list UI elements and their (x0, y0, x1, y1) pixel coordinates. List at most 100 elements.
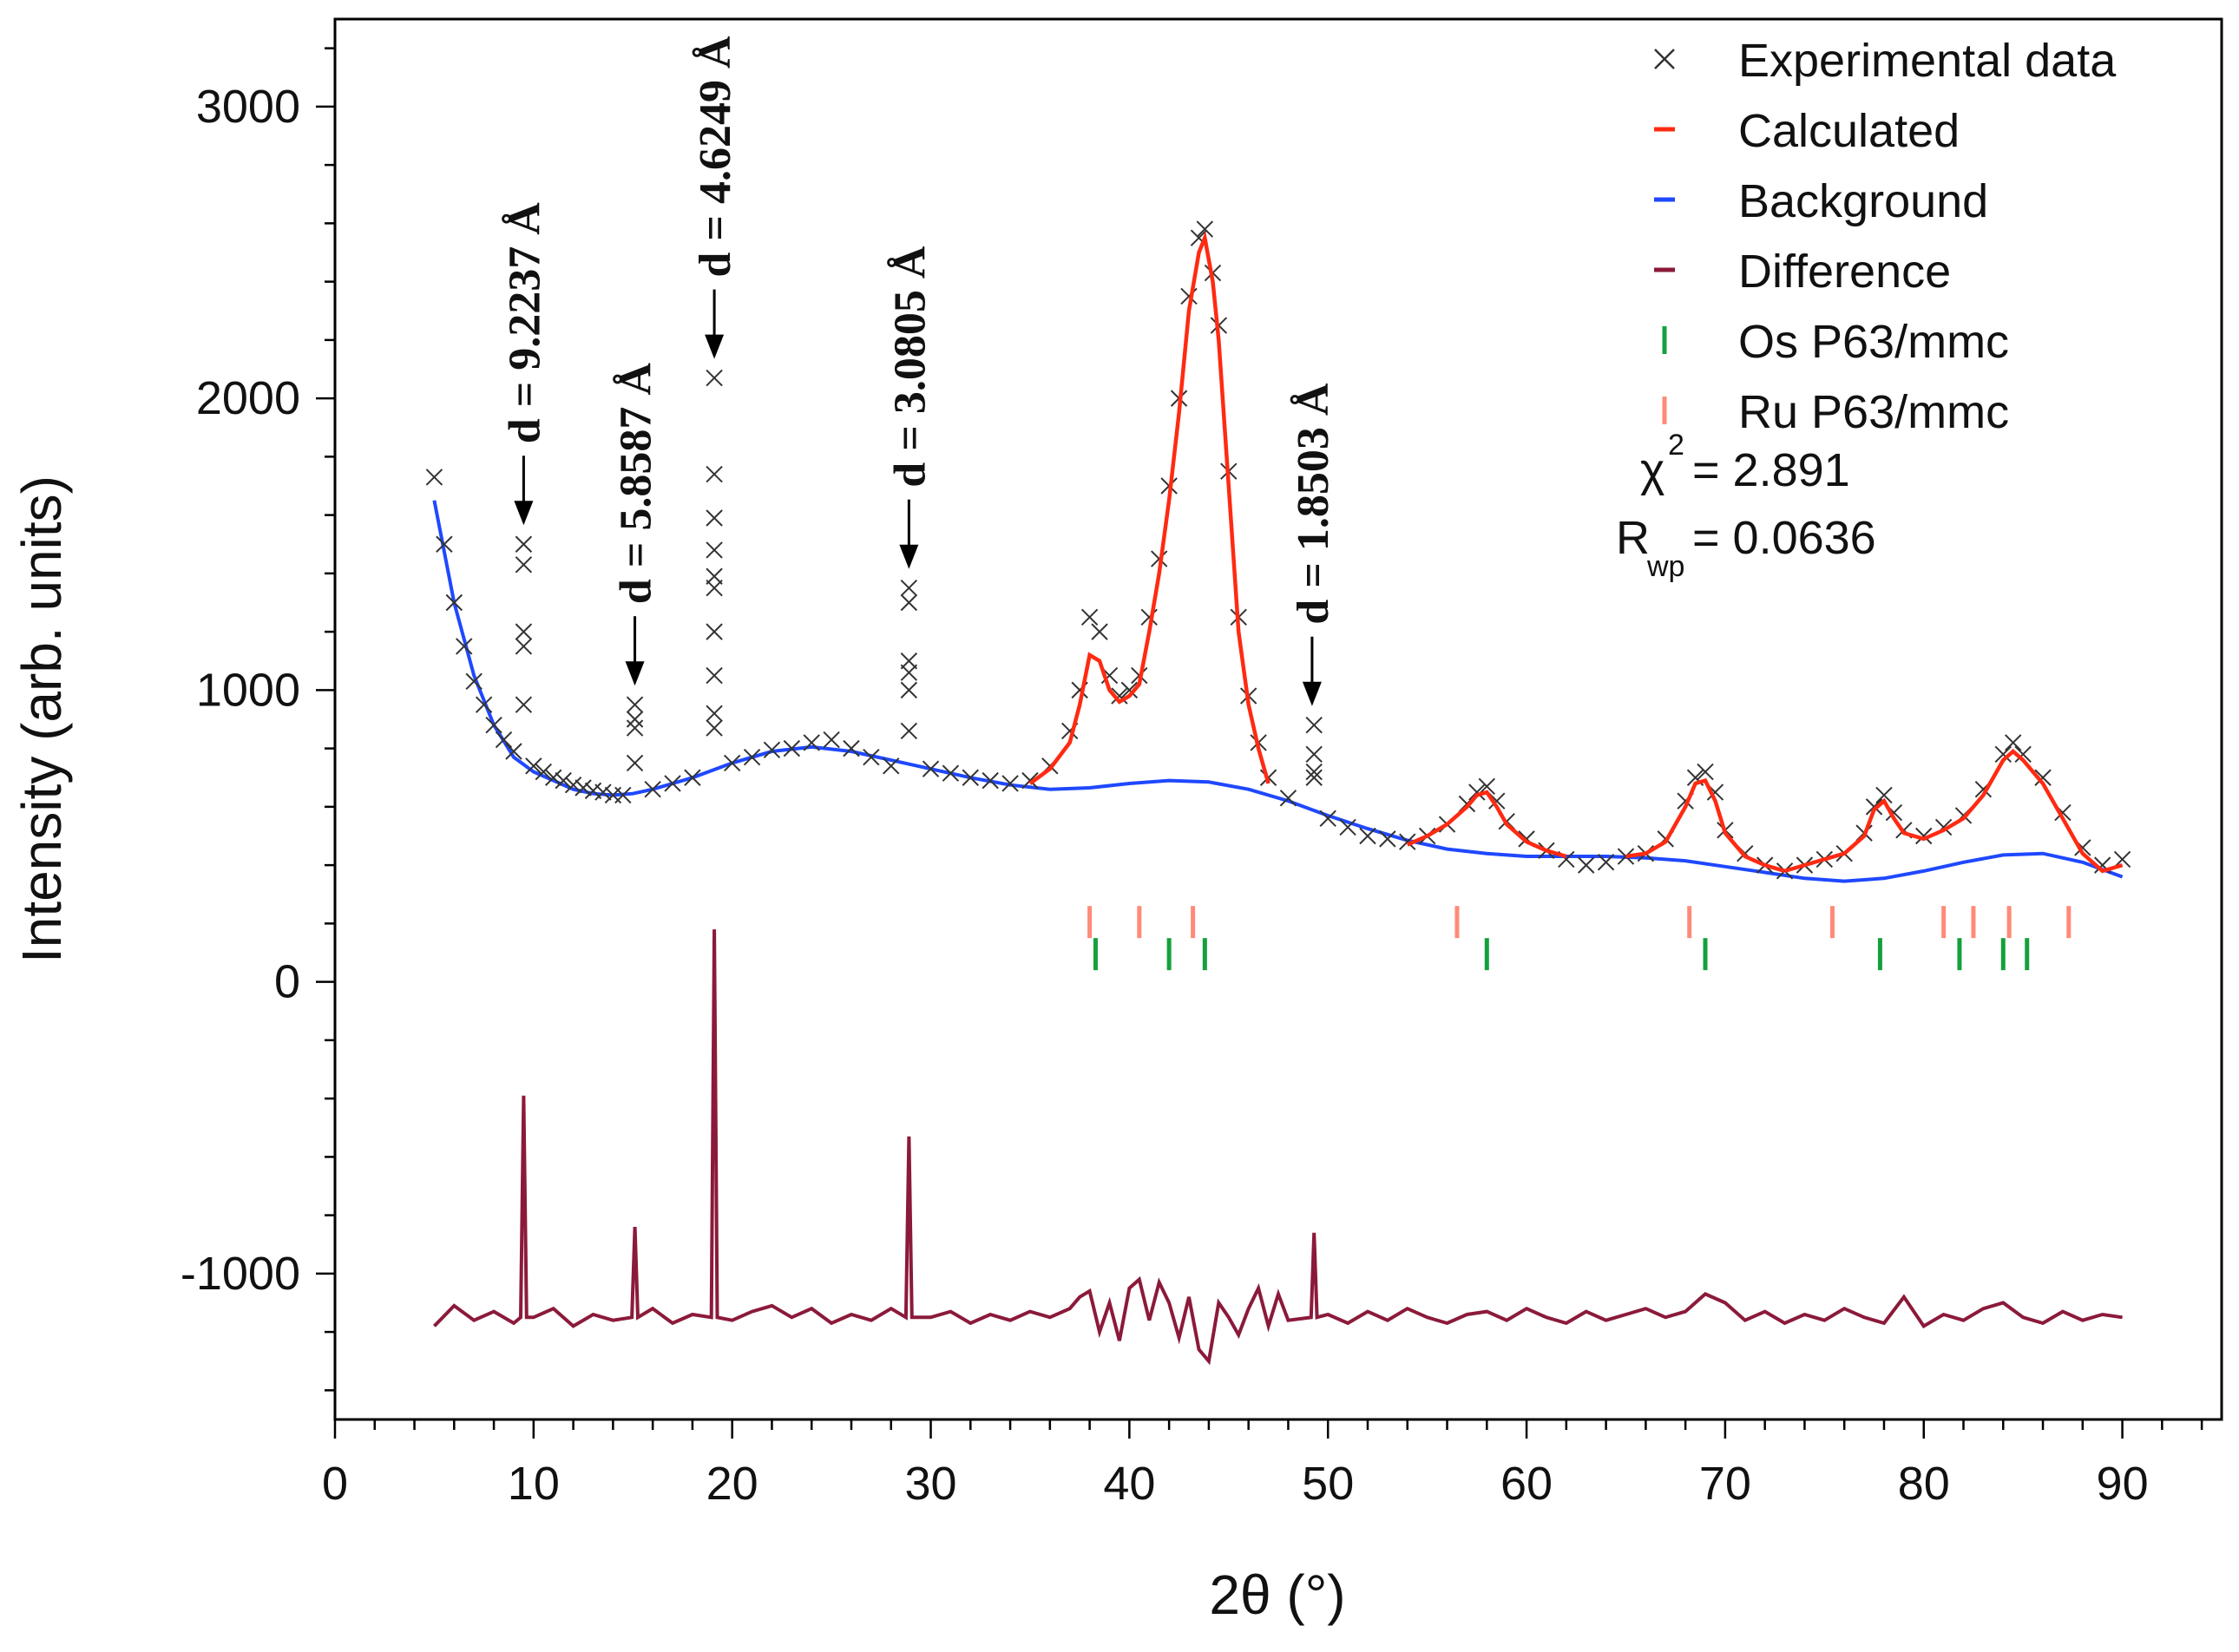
experimental-point (1120, 681, 1139, 699)
experimental-point (1915, 827, 1933, 845)
annotation-arrow-head (625, 661, 645, 686)
axis-ticks: 0 10 20 30 40 50 60 70 80 90 -1000 0 1000 2000 3000 (181, 47, 2203, 1510)
experimental-point (495, 731, 513, 749)
experimental-point (1359, 827, 1376, 845)
experimental-point (706, 369, 723, 387)
legend-label: Ru P63/mmc (1738, 386, 2009, 438)
experimental-point (2014, 745, 2032, 764)
experimental-point (1617, 848, 1635, 865)
experimental-point (1305, 745, 1323, 764)
experimental-point (942, 764, 960, 782)
annotation-label: d = 9.2237 Å (500, 202, 549, 444)
rwp-symbol: R (1616, 512, 1650, 564)
fit-statistics: χ 2 = 2.891 R wp = 0.0636 (1616, 429, 1876, 583)
legend-label: Os P63/mmc (1738, 316, 2009, 368)
calculated-curve (1783, 748, 2124, 874)
chi-squared-symbol: χ (1640, 444, 1664, 496)
experimental-point (1865, 798, 1883, 816)
experimental-point (843, 739, 860, 757)
experimental-point (743, 749, 761, 766)
experimental-point (706, 579, 723, 597)
d-spacing-annotation: d = 1.8503 Å (1289, 383, 1338, 706)
experimental-point (900, 593, 918, 612)
experimental-point (475, 696, 493, 713)
experimental-point (1305, 769, 1323, 786)
annotation-arrow-head (705, 334, 725, 359)
chi-squared-superscript: 2 (1668, 429, 1684, 462)
experimental-point (900, 652, 918, 670)
d-spacing-annotation: d = 4.6249 Å (691, 36, 740, 359)
legend-label: Experimental data (1738, 35, 2117, 87)
y-axis-label: Intensity (arb. units) (10, 475, 73, 963)
y-tick-label: 0 (274, 956, 300, 1008)
experimental-point (2005, 734, 2022, 751)
plot-frame (333, 17, 2223, 1421)
experimental-point (900, 664, 918, 681)
experimental-point (1339, 818, 1356, 836)
experimental-point (445, 593, 463, 612)
experimental-point (723, 754, 741, 772)
x-tick-label: 50 (1302, 1458, 1354, 1510)
experimental-point (1578, 856, 1595, 874)
experimental-point (1305, 763, 1323, 781)
experimental-point (900, 681, 918, 699)
d-spacing-annotation: d = 9.2237 Å (500, 202, 549, 526)
experimental-point (1379, 830, 1396, 848)
experimental-point (515, 696, 533, 713)
annotation-label: d = 5.8587 Å (612, 363, 661, 605)
calculated-curve (1625, 777, 1786, 874)
experimental-point (626, 711, 644, 728)
experimental-point (594, 783, 612, 801)
experimental-point (1279, 790, 1297, 807)
experimental-point (485, 717, 502, 734)
experimental-point (1001, 775, 1019, 792)
experimental-point (505, 743, 522, 760)
experimental-point (525, 757, 542, 775)
experimental-point (456, 638, 473, 655)
experimental-point (2034, 769, 2052, 786)
calculated-curve (1406, 790, 1567, 859)
experimental-point (922, 760, 940, 777)
experimental-point (706, 541, 723, 559)
experimental-point (436, 535, 453, 553)
experimental-point (1091, 623, 1108, 640)
experimental-point (1319, 810, 1336, 828)
y-tick-label: -1000 (181, 1248, 300, 1300)
rwp-value: = 0.0636 (1692, 512, 1876, 564)
experimental-point (684, 769, 701, 786)
experimental-point (2113, 850, 2131, 869)
experimental-point (515, 638, 533, 655)
d-spacing-annotation: d = 3.0805 Å (885, 246, 935, 569)
experimental-point (465, 672, 483, 690)
experimental-point (535, 763, 552, 781)
experimental-point (1697, 763, 1714, 781)
x-tick-label: 20 (706, 1458, 758, 1510)
experimental-point (783, 739, 801, 757)
experimental-point (555, 771, 572, 790)
experimental-point (962, 769, 979, 786)
legend-label: Difference (1738, 246, 1951, 298)
annotation-arrow-head (899, 544, 919, 569)
experimental-point (706, 666, 723, 685)
y-tick-label: 3000 (196, 81, 300, 133)
x-tick-label: 30 (904, 1458, 956, 1510)
chi-squared-value: = 2.891 (1692, 444, 1850, 496)
experimental-point (706, 705, 723, 722)
experimental-point (863, 749, 880, 766)
experimental-point (706, 465, 723, 483)
experimental-point (706, 509, 723, 527)
experimental-point (1399, 833, 1416, 850)
x-axis-label: 2θ (°) (1209, 1564, 1345, 1626)
experimental-point (803, 734, 820, 751)
experimental-point (1468, 783, 1486, 801)
rwp-subscript: wp (1646, 550, 1684, 583)
experimental-point (823, 731, 840, 749)
experimental-point (1478, 777, 1495, 796)
experimental-point (614, 786, 632, 804)
legend-label: Background (1738, 175, 1988, 227)
legend: Experimental data Calculated Background Dif… (1654, 35, 2117, 438)
x-tick-label: 80 (1898, 1458, 1950, 1510)
annotation-label: d = 4.6249 Å (691, 36, 740, 278)
